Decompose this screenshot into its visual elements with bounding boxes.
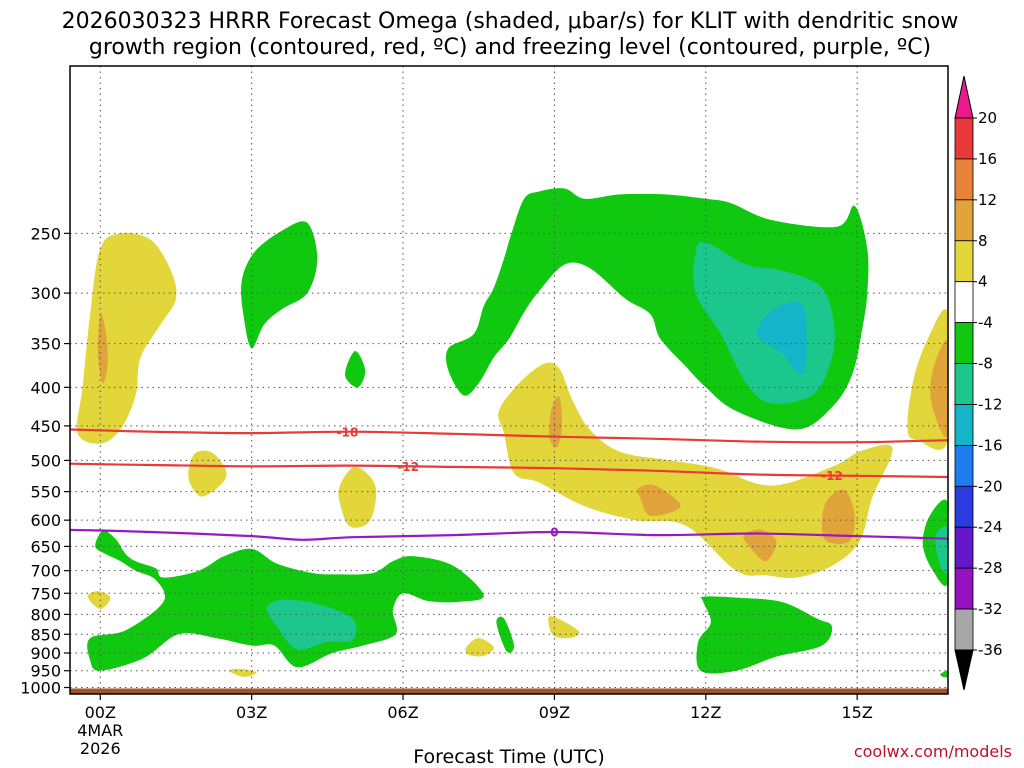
omega-region [266, 599, 357, 650]
contour-line [70, 462, 948, 479]
omega-region [696, 596, 833, 674]
omega-region [940, 670, 948, 678]
x-tick-date-label: 4MAR [77, 721, 123, 740]
omega-region [344, 350, 366, 388]
grid [70, 66, 948, 694]
colorbar-label: -12 [978, 395, 1003, 413]
colorbar-segment [954, 158, 974, 201]
x-tick-date-label: 2026 [80, 739, 121, 758]
x-tick-label: 06Z [387, 703, 418, 722]
omega-region [87, 591, 111, 610]
omega-region [188, 450, 227, 497]
ground-band [70, 688, 948, 694]
contour-line [70, 428, 948, 444]
colorbar-label: 20 [978, 109, 997, 127]
contour-label: -12 [821, 469, 843, 483]
y-tick-label: 300 [30, 284, 61, 303]
colorbar-label: -20 [978, 477, 1003, 495]
y-tick-label: 850 [30, 625, 61, 644]
y-tick-label: 750 [30, 584, 61, 603]
contours: -18 -12 -12 0 [70, 425, 948, 541]
y-tick-label: 1000 [20, 679, 61, 698]
omega-region [465, 638, 494, 657]
contour-line [70, 528, 948, 541]
chart-title-line-1: 2026030323 HRRR Forecast Omega (shaded, … [62, 9, 959, 34]
y-tick-label: 400 [30, 378, 61, 397]
x-tick-label: 15Z [842, 703, 873, 722]
plot-frame [69, 65, 949, 695]
colorbar-label: 16 [978, 150, 997, 168]
omega-shading [76, 188, 948, 678]
colorbar-segment [954, 363, 974, 405]
colorbar-segment [954, 117, 974, 160]
colorbar-label: -24 [978, 518, 1003, 536]
colorbar-segment [954, 444, 974, 487]
contour-label: -12 [397, 460, 419, 474]
colorbar-segment [954, 322, 974, 364]
omega-region [636, 484, 681, 517]
colorbar-segment [954, 526, 974, 569]
omega-region [821, 489, 855, 545]
colorbar-label: -28 [978, 559, 1003, 577]
colorbar-segment [954, 608, 974, 651]
colorbar-label: -32 [978, 600, 1003, 618]
omega-region [743, 529, 777, 562]
y-tick-label: 550 [30, 483, 61, 502]
colorbar-segment [954, 281, 974, 324]
y-tick-label: 600 [30, 511, 61, 530]
x-axis-label: Forecast Time (UTC) [413, 746, 604, 768]
ground-layer [70, 688, 948, 694]
omega-region [76, 232, 177, 444]
contour-label: 0 [550, 525, 558, 539]
y-tick-label: 250 [30, 224, 61, 243]
y-tick-label: 500 [30, 451, 61, 470]
colorbar-bottom-arrow [954, 649, 974, 691]
omega-region [548, 616, 580, 639]
y-tick-label: 450 [30, 417, 61, 436]
colorbar-label: -36 [978, 641, 1003, 659]
omega-region [338, 466, 377, 528]
y-tick-label: 350 [30, 335, 61, 354]
omega-region [756, 301, 807, 375]
y-tick-label: 650 [30, 537, 61, 556]
colorbar-label: -8 [978, 355, 993, 373]
colorbar: 20 16 12 8 4 -4 -8 -12 -16 -20 -24 -28 -32 -36 [954, 75, 1003, 691]
colorbar-segment [954, 567, 974, 610]
omega-region [930, 340, 948, 438]
omega-region [549, 396, 563, 448]
credit-text: coolwx.com/models [854, 742, 1012, 761]
x-tick-label: 09Z [539, 703, 570, 722]
colorbar-segment [954, 485, 974, 528]
omega-region [498, 362, 893, 579]
y-tick-label: 900 [30, 644, 61, 663]
colorbar-label: 8 [978, 232, 988, 250]
colorbar-segment [954, 199, 974, 242]
colorbar-label: 12 [978, 191, 997, 209]
y-tick-label: 700 [30, 562, 61, 581]
x-tick-label: 03Z [236, 703, 267, 722]
omega-region [241, 221, 318, 349]
chart-title-line-2: growth region (contoured, red, ºC) and f… [89, 35, 931, 60]
colorbar-segment [954, 240, 974, 283]
contour-label: -18 [337, 425, 359, 439]
colorbar-label: -4 [978, 314, 993, 332]
x-tick-label: 12Z [690, 703, 721, 722]
x-tick-label: 00Z [85, 703, 116, 722]
colorbar-segment [954, 404, 974, 446]
y-axis: 2503003504004505005506006507007508008509… [20, 224, 70, 698]
y-tick-label: 950 [30, 662, 61, 681]
colorbar-label: -16 [978, 436, 1003, 454]
y-tick-label: 800 [30, 605, 61, 624]
colorbar-label: 4 [978, 273, 988, 291]
